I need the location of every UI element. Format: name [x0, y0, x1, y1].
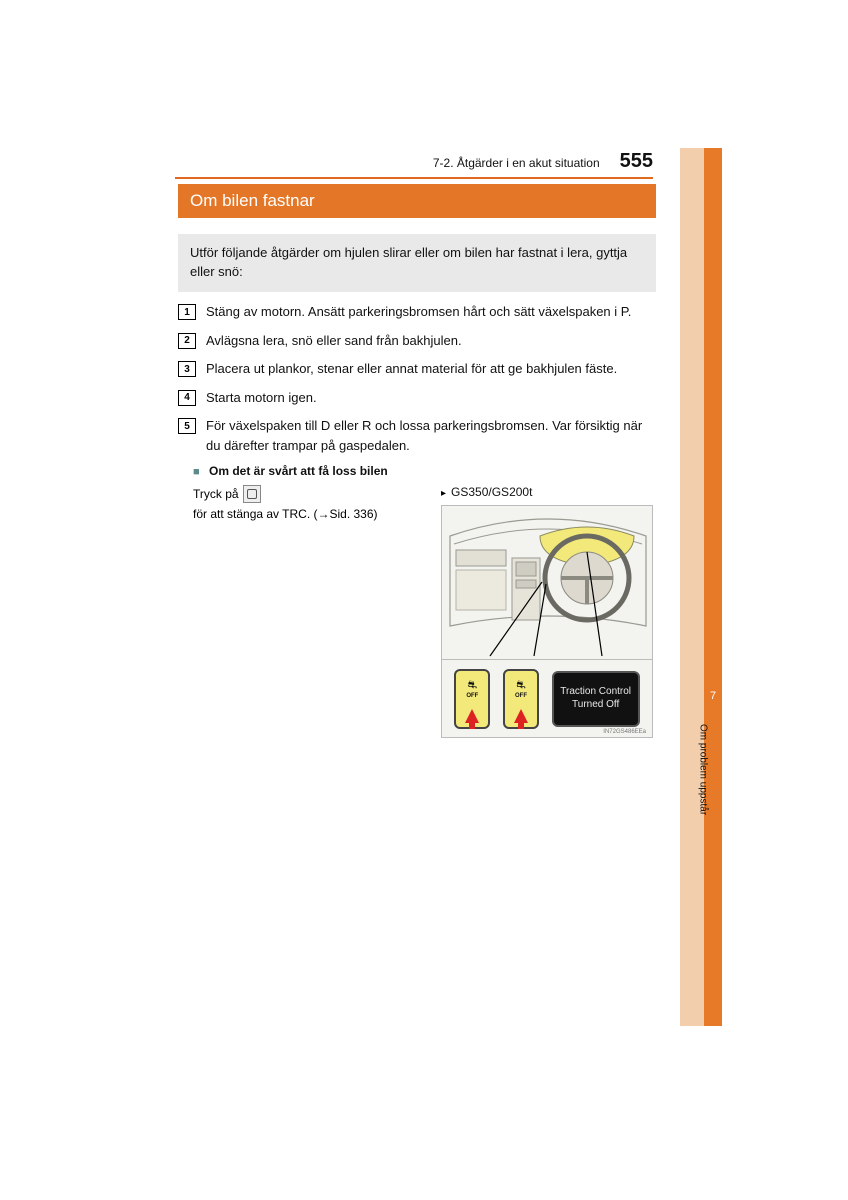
section-path: 7-2. Åtgärder i en akut situation: [433, 156, 600, 170]
page-header: 7-2. Åtgärder i en akut situation 555: [175, 150, 653, 179]
side-chapter-text: Om problem uppstår: [682, 724, 724, 924]
step-text: Avlägsna lera, snö eller sand från bakhj…: [206, 331, 462, 351]
page-title: Om bilen fastnar: [178, 184, 656, 218]
dashboard-figure: ⛐ OFF ⛐ OFF Traction Control Turned Off …: [441, 505, 653, 738]
side-chapter-number: 7: [704, 690, 722, 702]
step-number-icon: 2: [178, 333, 196, 349]
sub-section: ■ Om det är svårt att få loss bilen Tryc…: [193, 464, 653, 738]
step-text: Stäng av motorn. Ansätt parkeringsbromse…: [206, 302, 631, 322]
trc-off-button-2: ⛐ OFF: [503, 669, 539, 729]
red-up-arrow-icon: [465, 709, 479, 723]
intro-text: Utför följande åtgärder om hjulen slirar…: [178, 234, 656, 292]
trc-off-button-icon: [243, 485, 261, 503]
step-number-icon: 3: [178, 361, 196, 377]
trc-off-button-1: ⛐ OFF: [454, 669, 490, 729]
car-skid-icon: ⛐: [468, 679, 478, 693]
traction-control-display: Traction Control Turned Off: [552, 671, 640, 727]
step-item: 5 För växelspaken till D eller R och los…: [178, 416, 656, 455]
sub-body-left: Tryck på för att stänga av TRC. (→Sid. 3…: [193, 485, 418, 521]
page-number: 555: [620, 150, 653, 173]
off-label: OFF: [505, 693, 537, 699]
model-label: GS350/GS200t: [441, 485, 653, 499]
steps-list: 1 Stäng av motorn. Ansätt parkeringsbrom…: [178, 302, 656, 464]
sub-heading: ■ Om det är svårt att få loss bilen: [193, 464, 653, 478]
figure-id: IN72GS486EEa: [603, 729, 646, 735]
step-item: 1 Stäng av motorn. Ansätt parkeringsbrom…: [178, 302, 656, 322]
step-number-icon: 4: [178, 390, 196, 406]
step-text: För växelspaken till D eller R och lossa…: [206, 416, 656, 455]
figure-column: GS350/GS200t: [441, 485, 653, 738]
step-number-icon: 5: [178, 418, 196, 434]
off-label: OFF: [456, 693, 488, 699]
step-item: 2 Avlägsna lera, snö eller sand från bak…: [178, 331, 656, 351]
sub-heading-text: Om det är svårt att få loss bilen: [209, 464, 388, 478]
car-skid-icon: ⛐: [516, 679, 526, 693]
figure-callout-row: ⛐ OFF ⛐ OFF Traction Control Turned Off …: [442, 659, 652, 737]
dashboard-illustration: [442, 506, 652, 659]
step-text: Starta motorn igen.: [206, 388, 317, 408]
step-text: Placera ut plankor, stenar eller annat m…: [206, 359, 617, 379]
red-up-arrow-icon: [514, 709, 528, 723]
square-bullet-icon: ■: [193, 466, 200, 478]
step-item: 4 Starta motorn igen.: [178, 388, 656, 408]
sub-body-suffix: för att stänga av TRC. (→Sid. 336): [193, 507, 378, 521]
step-number-icon: 1: [178, 304, 196, 320]
sub-body-prefix: Tryck på: [193, 487, 239, 501]
step-item: 3 Placera ut plankor, stenar eller annat…: [178, 359, 656, 379]
